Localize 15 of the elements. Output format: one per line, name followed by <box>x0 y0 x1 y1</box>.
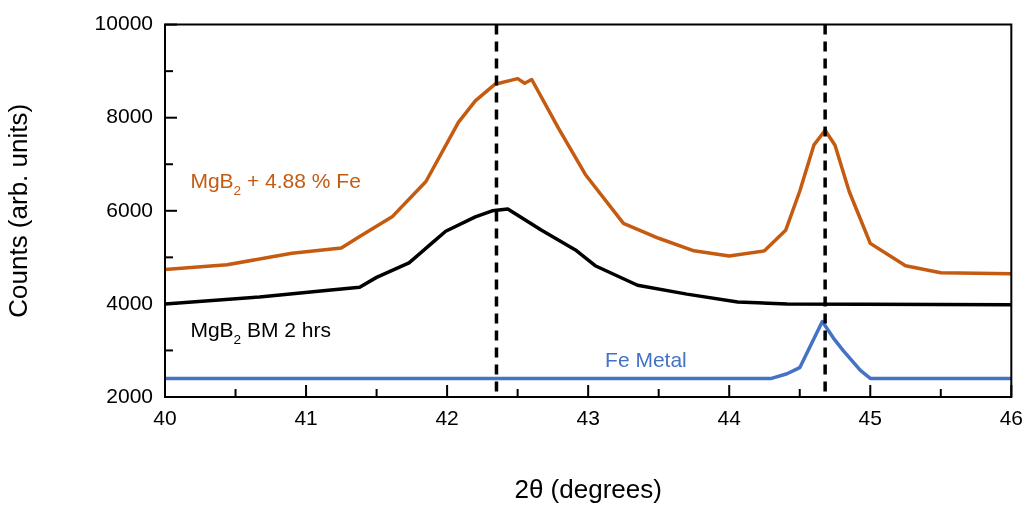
x-tick-label: 45 <box>858 406 882 430</box>
x-axis-title: 2θ (degrees) <box>514 473 662 504</box>
x-tick-label: 41 <box>294 406 318 430</box>
y-tick-label: 6000 <box>106 197 153 221</box>
x-tick-label: 40 <box>153 406 177 430</box>
y-tick-label: 4000 <box>106 290 153 314</box>
x-tick-label: 44 <box>717 406 742 430</box>
series-label: Fe Metal <box>605 348 687 372</box>
x-tick-label: 46 <box>999 406 1023 430</box>
x-tick-label: 43 <box>576 406 600 430</box>
y-tick-label: 10000 <box>94 11 153 35</box>
x-tick-label: 42 <box>435 406 459 430</box>
y-tick-label: 2000 <box>106 383 153 407</box>
y-axis-title: Counts (arb. units) <box>2 103 33 318</box>
y-tick-label: 8000 <box>106 104 153 128</box>
